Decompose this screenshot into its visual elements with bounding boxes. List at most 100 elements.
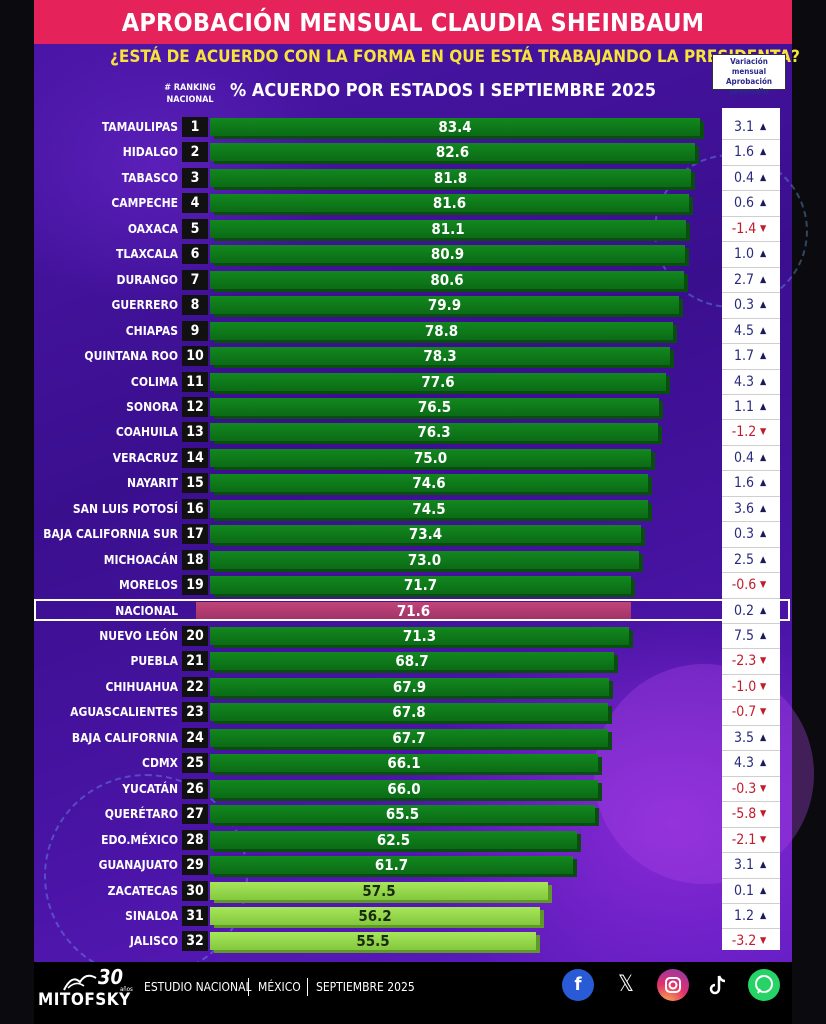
rank-badge: 9: [182, 321, 208, 341]
arrow-up-icon: ▲: [760, 351, 767, 361]
data-bar: [210, 474, 648, 492]
rank-badge: 12: [182, 397, 208, 417]
footer-separator: [248, 978, 249, 996]
arrow-up-icon: ▲: [760, 886, 767, 896]
rank-badge: 24: [182, 728, 208, 748]
bar-value-label: 78.3: [423, 347, 457, 365]
variation-separator: [722, 750, 780, 751]
variation-separator: [722, 216, 780, 217]
arrow-up-icon: ▲: [760, 504, 767, 514]
data-bar: [210, 932, 536, 950]
bar-value-label: 73.0: [407, 551, 442, 569]
state-label: HIDALGO: [122, 145, 178, 159]
arrow-up-icon: ▲: [760, 198, 767, 208]
state-label: QUERÉTARO: [104, 807, 178, 821]
state-label: YUCATÁN: [122, 782, 178, 796]
footer-date: SEPTIEMBRE 2025: [316, 980, 415, 994]
state-label: MORELOS: [118, 578, 178, 592]
whatsapp-icon[interactable]: [748, 969, 780, 1001]
arrow-up-icon: ▲: [760, 606, 767, 616]
variation-separator: [722, 878, 780, 879]
bar-value-label: 81.8: [433, 169, 468, 187]
arrow-up-icon: ▲: [760, 911, 767, 921]
state-label: SAN LUIS POTOSÍ: [72, 502, 178, 516]
state-label: BAJA CALIFORNIA: [71, 731, 178, 745]
variation-separator: [722, 776, 780, 777]
bar-value-label: 61.7: [374, 856, 409, 874]
state-label: DURANGO: [116, 273, 178, 287]
variation-separator: [722, 572, 780, 573]
tiktok-icon[interactable]: [702, 969, 734, 1001]
state-label: NAYARIT: [127, 476, 178, 490]
logo-name: MITOFSKY: [38, 990, 131, 1010]
chart-subtitle: ¿ESTÁ DE ACUERDO CON LA FORMA EN QUE EST…: [110, 47, 800, 67]
variation-value: 1.7: [733, 348, 755, 364]
data-bar: [210, 525, 641, 543]
variation-separator: [722, 292, 780, 293]
variation-separator: [722, 369, 780, 370]
variation-separator: [722, 928, 780, 929]
data-bar: [210, 423, 658, 441]
variation-value: 3.5: [733, 730, 755, 746]
bar-value-label: 79.9: [427, 296, 462, 314]
national-value: 71.6: [396, 602, 431, 620]
state-label: SINALOA: [125, 909, 178, 923]
variation-value: 1.6: [733, 144, 755, 160]
variation-header-line: Variación mensual: [730, 57, 768, 76]
data-bar: [210, 907, 540, 925]
variation-value: 0.2: [733, 603, 755, 619]
whatsapp-glyph: [755, 975, 773, 994]
state-label: GUANAJUATO: [98, 858, 178, 872]
arrow-down-icon: ▼: [760, 580, 767, 590]
x-icon[interactable]: 𝕏: [610, 969, 642, 1001]
variation-separator: [722, 445, 780, 446]
bar-value-label: 71.7: [403, 576, 438, 594]
state-label: CHIAPAS: [125, 324, 178, 338]
variation-value: -5.8: [731, 806, 757, 822]
data-bar: [210, 831, 577, 849]
instagram-icon[interactable]: [657, 969, 689, 1001]
rank-badge: 17: [182, 524, 208, 544]
state-label: GUERRERO: [111, 298, 179, 312]
national-bar: [196, 602, 631, 620]
facebook-icon[interactable]: f: [562, 969, 594, 1001]
data-bar: [210, 754, 598, 772]
rank-badge: 2: [182, 142, 208, 162]
arrow-up-icon: ▲: [760, 478, 767, 488]
bar-value-label: 80.6: [430, 271, 464, 289]
rank-badge: 5: [182, 219, 208, 239]
variation-value: 1.0: [733, 246, 755, 262]
rank-badge: 3: [182, 168, 208, 188]
state-label: VERACRUZ: [112, 451, 178, 465]
bar-value-label: 67.9: [392, 678, 427, 696]
data-bar: [210, 194, 689, 212]
variation-separator: [722, 623, 780, 624]
arrow-up-icon: ▲: [760, 555, 767, 565]
footer-country: MÉXICO: [258, 980, 301, 994]
state-label: JALISCO: [129, 934, 178, 948]
data-bar: [210, 729, 608, 747]
variation-value: 7.5: [733, 628, 755, 644]
variation-header-line: Aprobación: [725, 77, 773, 86]
arrow-down-icon: ▼: [760, 835, 767, 845]
bar-value-label: 77.6: [421, 373, 455, 391]
rank-badge: 25: [182, 753, 208, 773]
variation-value: -0.3: [731, 781, 757, 797]
rank-badge: 10: [182, 346, 208, 366]
bar-value-label: 82.6: [435, 143, 470, 161]
rank-badge: 27: [182, 804, 208, 824]
rank-badge: 8: [182, 295, 208, 315]
variation-separator: [722, 318, 780, 319]
bar-value-label: 66.0: [387, 780, 421, 798]
bar-value-label: 73.4: [408, 525, 443, 543]
bar-value-label: 83.4: [438, 118, 472, 136]
variation-value: -1.4: [731, 221, 757, 237]
data-bar: [210, 398, 659, 416]
variation-value: 0.4: [733, 170, 755, 186]
state-label: MICHOACÁN: [103, 553, 178, 567]
arrow-up-icon: ▲: [760, 122, 767, 132]
arrow-down-icon: ▼: [760, 224, 767, 234]
state-label: QUINTANA ROO: [84, 349, 178, 363]
variation-separator: [722, 674, 780, 675]
variation-separator: [722, 801, 780, 802]
